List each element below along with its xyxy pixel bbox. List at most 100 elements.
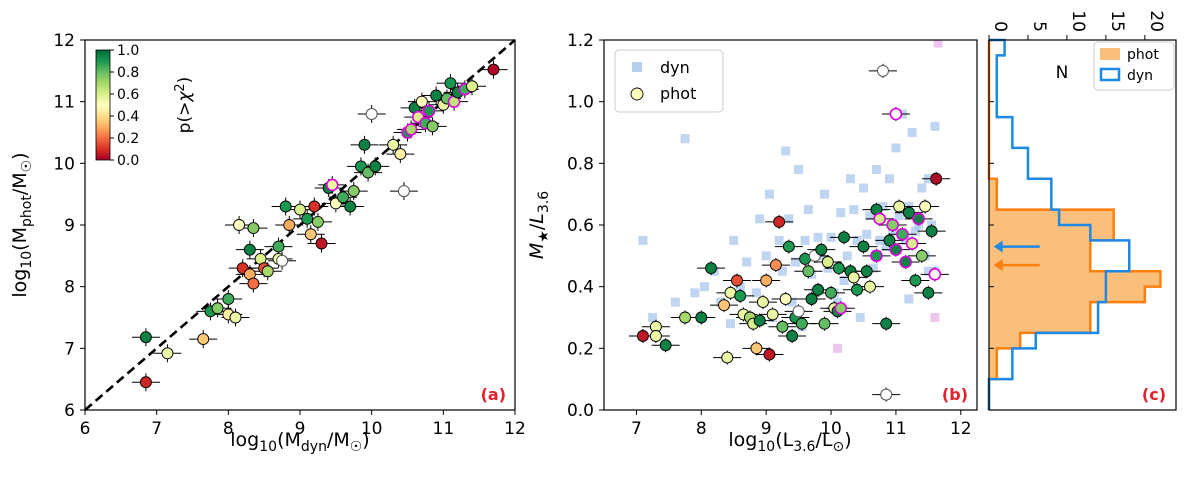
phot-point (857, 240, 870, 253)
phot-point (649, 330, 662, 342)
legend-phot-label: phot (1127, 47, 1159, 63)
dyn-point (820, 189, 830, 199)
phot-point (782, 240, 795, 253)
data-point (308, 200, 321, 213)
dyn-point (855, 313, 865, 322)
phot-point (930, 172, 943, 185)
phot-point (795, 317, 808, 330)
phot-point (821, 256, 834, 268)
data-point (422, 104, 436, 118)
x-tick-label: 10 (820, 419, 842, 439)
phot-point (756, 296, 769, 309)
x-tick-label: 12 (950, 419, 972, 439)
data-point (344, 200, 357, 213)
dyn-point (904, 294, 914, 304)
colorbar-tick-label: 1.0 (117, 43, 139, 59)
legend-phot-marker (630, 87, 644, 101)
data-point (243, 243, 256, 256)
data-point (272, 240, 285, 253)
legend-dyn-marker (632, 62, 642, 72)
phot-point (753, 314, 766, 327)
data-point (261, 265, 274, 278)
phot-point (896, 227, 909, 241)
data-point (315, 237, 328, 250)
panel-a: 6 7 8 9 10 11 12 6 7 8 9 10 11 12 log10(Mdyn/M☉) log10(… (9, 31, 526, 455)
x-tick-label: 5 (1029, 21, 1049, 32)
dyn-point (803, 205, 813, 215)
colorbar-tick-label: 0.8 (117, 65, 139, 81)
x-tick-label: 20 (1146, 10, 1166, 32)
legend-dyn-swatch (1099, 67, 1121, 82)
dyn-point (917, 183, 927, 193)
dyn-point (648, 313, 658, 322)
phot-point (909, 274, 922, 287)
phot-point (705, 262, 717, 275)
phot-point (695, 311, 708, 324)
x-tick-label: 10 (361, 419, 383, 439)
data-point-unfit (365, 108, 378, 120)
y-tick-label: 0.6 (567, 216, 594, 236)
y-tick-label: 0.4 (567, 278, 594, 298)
phot-point (925, 225, 938, 238)
phot-point-unfit (876, 64, 889, 77)
dyn-point (813, 232, 823, 242)
phot-point (812, 283, 825, 296)
data-point (229, 311, 242, 324)
phot-point (886, 218, 899, 232)
data-point (466, 80, 478, 93)
data-point (139, 331, 152, 344)
phot-point (769, 259, 782, 272)
data-point (444, 77, 457, 90)
y-tick-label: 11 (53, 93, 75, 113)
dyn-point (858, 183, 868, 193)
dyn-point (849, 205, 859, 215)
plot-area (628, 40, 951, 402)
phot-point (679, 311, 692, 324)
phot-point (922, 286, 935, 299)
data-point (139, 376, 152, 389)
phot-point (902, 206, 915, 219)
x-tick-label: 8 (696, 419, 707, 439)
y-tick-label: 1.2 (567, 31, 594, 51)
x-tick-label: 7 (151, 419, 162, 439)
y-tick-label: 7 (64, 339, 75, 359)
x-tick-label: 10 (1068, 10, 1088, 32)
dyn-point (638, 235, 648, 245)
data-point (283, 219, 296, 231)
data-point (394, 148, 407, 161)
x-tick-label: 15 (1107, 10, 1127, 32)
dyn-point (700, 282, 710, 292)
data-point (358, 138, 371, 151)
dyn-point (670, 297, 680, 307)
data-point (404, 123, 418, 136)
y-tick-label: 12 (53, 31, 75, 51)
phot-point (636, 330, 649, 342)
y-tick-label: 9 (64, 216, 75, 236)
legend-phot-swatch (1100, 48, 1120, 60)
phot-point (773, 215, 786, 228)
data-point (294, 203, 306, 216)
x-tick-label: 9 (295, 419, 306, 439)
phot-point (919, 200, 932, 213)
phot-point (864, 280, 876, 293)
data-point (415, 95, 428, 108)
phot-point (731, 274, 743, 287)
dyn-point (833, 343, 843, 353)
phot-point (786, 330, 799, 342)
phot-point (899, 255, 912, 269)
dyn-point (907, 128, 917, 137)
data-point (369, 160, 382, 173)
x-tick-label: 8 (223, 419, 234, 439)
colorbar-tick-label: 0.0 (117, 153, 139, 169)
y-tick-label: 10 (53, 154, 75, 174)
dyn-point (862, 229, 872, 239)
data-point (430, 89, 443, 102)
y-tick-label: 0.2 (567, 339, 594, 359)
data-point (337, 191, 349, 204)
phot-point-unfit (889, 107, 903, 121)
phot-point (815, 243, 828, 256)
phot-point (870, 249, 883, 263)
phot-point (750, 342, 763, 355)
y-tick-label: 0.0 (567, 401, 594, 421)
phot-point (873, 212, 886, 226)
